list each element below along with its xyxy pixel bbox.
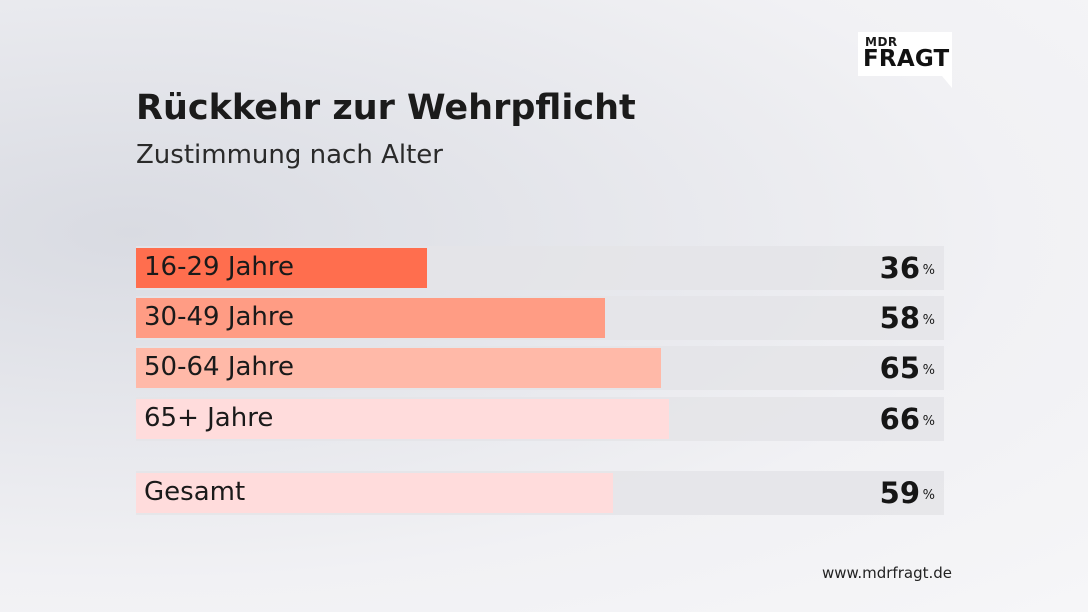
chart-subtitle: Zustimmung nach Alter — [136, 140, 443, 170]
bar — [136, 473, 613, 513]
bar-value-label: 58 — [879, 301, 920, 335]
bar-row: Gesamt 59% — [136, 471, 944, 515]
source-url: www.mdrfragt.de — [821, 564, 952, 582]
bar-unit-label: % — [922, 263, 935, 278]
bar-unit-label: % — [922, 363, 935, 378]
bar-label: Gesamt — [144, 477, 246, 507]
bar-label: 30-49 Jahre — [144, 302, 295, 332]
bar-value-label: 36 — [879, 251, 920, 285]
bar — [136, 348, 661, 388]
bar-row: 30-49 Jahre 58% — [136, 296, 944, 340]
bar-label: 16-29 Jahre — [144, 252, 295, 282]
bar-unit-label: % — [922, 488, 935, 503]
bar-value-label: 59 — [879, 476, 920, 510]
bar-unit-label: % — [922, 414, 935, 429]
bar-label: 65+ Jahre — [144, 403, 274, 433]
bar-unit-label: % — [922, 313, 935, 328]
bar — [136, 248, 427, 288]
logo-top-text: MDR — [865, 35, 898, 49]
chart-title: Rückkehr zur Wehrpflicht — [136, 88, 636, 128]
bar-value-label: 66 — [879, 402, 920, 436]
bar-value-label: 65 — [879, 351, 920, 385]
bar — [136, 399, 669, 439]
logo-main-text: FRAGT — [863, 46, 950, 72]
bar-row: 16-29 Jahre 36% — [136, 246, 944, 290]
mdr-fragt-logo: MDR FRAGT — [858, 32, 952, 88]
bar-label: 50-64 Jahre — [144, 352, 295, 382]
bar — [136, 298, 605, 338]
bar-row: 65+ Jahre 66% — [136, 397, 944, 441]
bar-row: 50-64 Jahre 65% — [136, 346, 944, 390]
